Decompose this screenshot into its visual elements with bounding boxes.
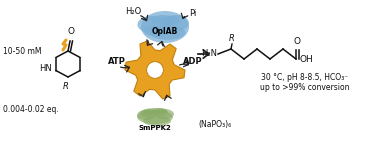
Ellipse shape [143,25,170,37]
Ellipse shape [154,109,174,119]
Text: SmPPK2: SmPPK2 [139,125,171,131]
Ellipse shape [141,11,189,43]
Text: O: O [293,37,301,46]
Text: H₂N: H₂N [201,50,217,59]
FancyArrowPatch shape [164,95,171,100]
Text: OH: OH [300,55,314,64]
Text: (NaPO₃)₆: (NaPO₃)₆ [198,119,232,128]
FancyArrowPatch shape [181,13,188,18]
Text: Pi: Pi [189,9,197,19]
Ellipse shape [137,16,169,33]
Polygon shape [125,41,185,99]
Ellipse shape [149,25,185,40]
Ellipse shape [150,15,175,25]
Ellipse shape [140,109,158,117]
Text: ADP: ADP [183,57,203,67]
Text: OplAB: OplAB [152,26,178,36]
Ellipse shape [143,108,167,114]
FancyArrowPatch shape [147,40,153,45]
Text: O: O [68,27,74,36]
Text: H₂O: H₂O [125,7,141,17]
Ellipse shape [143,116,171,126]
Ellipse shape [137,110,155,120]
FancyArrowPatch shape [121,65,130,72]
Circle shape [147,62,163,78]
Text: 10-50 mM: 10-50 mM [3,47,42,57]
FancyArrowPatch shape [141,15,148,21]
FancyArrowPatch shape [180,60,189,67]
Ellipse shape [152,108,168,116]
Text: R: R [229,34,235,43]
Text: up to >99% conversion: up to >99% conversion [260,83,350,92]
FancyArrowPatch shape [158,41,164,46]
Text: HN: HN [39,64,52,73]
FancyArrowPatch shape [139,92,146,97]
Text: 30 °C, pH 8-8.5, HCO₃⁻: 30 °C, pH 8-8.5, HCO₃⁻ [261,73,349,81]
Ellipse shape [160,16,180,25]
Ellipse shape [163,15,189,31]
Text: 0.004-0.02 eq.: 0.004-0.02 eq. [3,105,59,114]
Text: R: R [63,82,69,91]
Ellipse shape [137,110,173,124]
Text: ATP: ATP [108,57,126,67]
FancyArrowPatch shape [198,50,209,58]
